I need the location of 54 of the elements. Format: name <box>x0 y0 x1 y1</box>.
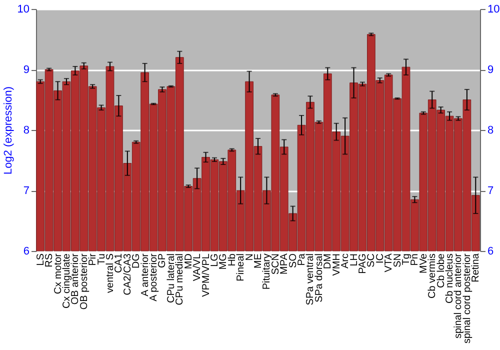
y-tick-label: 7 <box>23 185 30 197</box>
x-tick-label: Pn <box>410 254 421 266</box>
x-tick-label: Pituitary <box>262 254 273 290</box>
x-tick-label: Arc <box>340 254 352 268</box>
x-tick-label: SN <box>392 254 404 268</box>
x-tick-label: N <box>244 254 256 261</box>
x-tick-label: VMH <box>331 254 342 276</box>
x-tick-label: LH <box>348 254 360 266</box>
x-tick-label: spinal cord anterior <box>453 252 464 339</box>
y2-tick-label: 9 <box>488 64 494 76</box>
y-axis-title: Log2 (expression) <box>2 86 14 175</box>
x-tick-label: Pineal <box>236 254 247 282</box>
x-tick-label: Cx cingulate <box>61 253 72 309</box>
x-tick-label: A anterior <box>140 252 151 296</box>
x-tick-label: spinal cord posterior <box>462 252 473 344</box>
x-tick-label: SC <box>366 254 378 268</box>
x-tick-label: DM <box>322 254 334 270</box>
x-tick-label: RS <box>44 253 56 268</box>
y-tick-label: 6 <box>23 246 30 258</box>
x-tick-label: Pir <box>88 252 99 266</box>
x-tick-label: A posterior <box>148 252 160 302</box>
x-tick-label: IC <box>374 254 386 264</box>
x-tick-label: LS <box>35 253 46 266</box>
y-tick-label: 8 <box>23 124 30 136</box>
x-tick-label: CA1 <box>114 253 125 273</box>
x-tick-label: Hb <box>226 253 238 266</box>
x-tick-label: ME <box>253 253 264 268</box>
x-tick-label: CPu medial <box>174 254 186 306</box>
x-tick-label: LG <box>209 253 220 267</box>
x-tick-label: GP <box>157 253 168 268</box>
y2-tick-label: 10 <box>488 4 500 16</box>
x-tick-label: SO <box>288 253 299 268</box>
y-tick-label: 10 <box>17 4 30 16</box>
y2-tick-label: 8 <box>488 124 494 136</box>
x-tick-label: Cb lobe <box>436 253 447 288</box>
y2-tick-label: 7 <box>488 185 494 197</box>
x-tick-label: Tg <box>401 254 412 266</box>
x-tick-label: VPM/VPL <box>200 253 212 297</box>
x-tick-label: SCN <box>270 254 282 275</box>
y2-tick-label: 6 <box>488 246 494 258</box>
x-tick-label: ventral S <box>105 253 116 293</box>
x-tick-label: DG <box>131 253 142 268</box>
x-tick-label: VTA <box>384 253 395 272</box>
x-tick-label: PAG <box>357 253 368 274</box>
x-tick-label: CPu lateral <box>166 254 177 303</box>
y-tick-label: 9 <box>23 64 30 76</box>
x-tick-label: OB posterior <box>78 252 90 310</box>
x-tick-label: MVe <box>418 253 430 274</box>
x-tick-label: CA2/CA3 <box>122 253 134 296</box>
x-tick-label: Retina <box>470 253 482 282</box>
x-tick-label: OB anterior <box>70 252 82 305</box>
x-tick-label: SPa dorsal <box>314 254 325 302</box>
x-tick-label: MPA <box>279 253 290 274</box>
x-tick-label: Tu <box>96 254 108 265</box>
